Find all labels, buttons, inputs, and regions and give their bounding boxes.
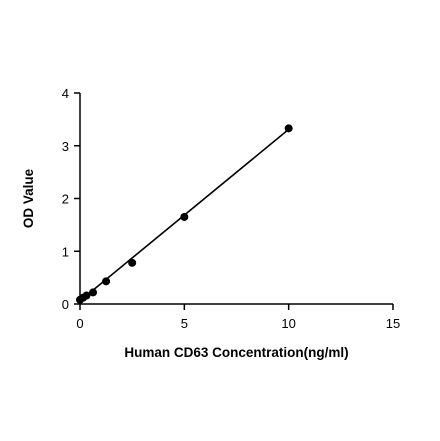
x-tick-label: 10 [281,316,295,331]
y-tick-label: 3 [62,139,69,154]
x-tick-label: 5 [181,316,188,331]
y-tick-label: 2 [62,192,69,207]
data-point [82,291,91,300]
y-axis-ticks: 0 1 2 3 4 [62,86,80,312]
data-point [284,124,293,133]
data-point [102,277,111,286]
data-point [89,288,98,297]
x-tick-label: 15 [386,316,400,331]
x-axis-title: Human CD63 Concentration(ng/ml) [124,345,348,360]
y-tick-label: 4 [62,86,69,101]
data-point [128,258,137,267]
x-tick-label: 0 [76,316,83,331]
x-axis-ticks: 0 5 10 15 [76,304,400,331]
y-axis-title: OD Value [21,168,36,228]
data-point [180,212,189,221]
plot-area [76,124,293,304]
y-tick-label: 0 [62,297,69,312]
y-tick-label: 1 [62,244,69,259]
